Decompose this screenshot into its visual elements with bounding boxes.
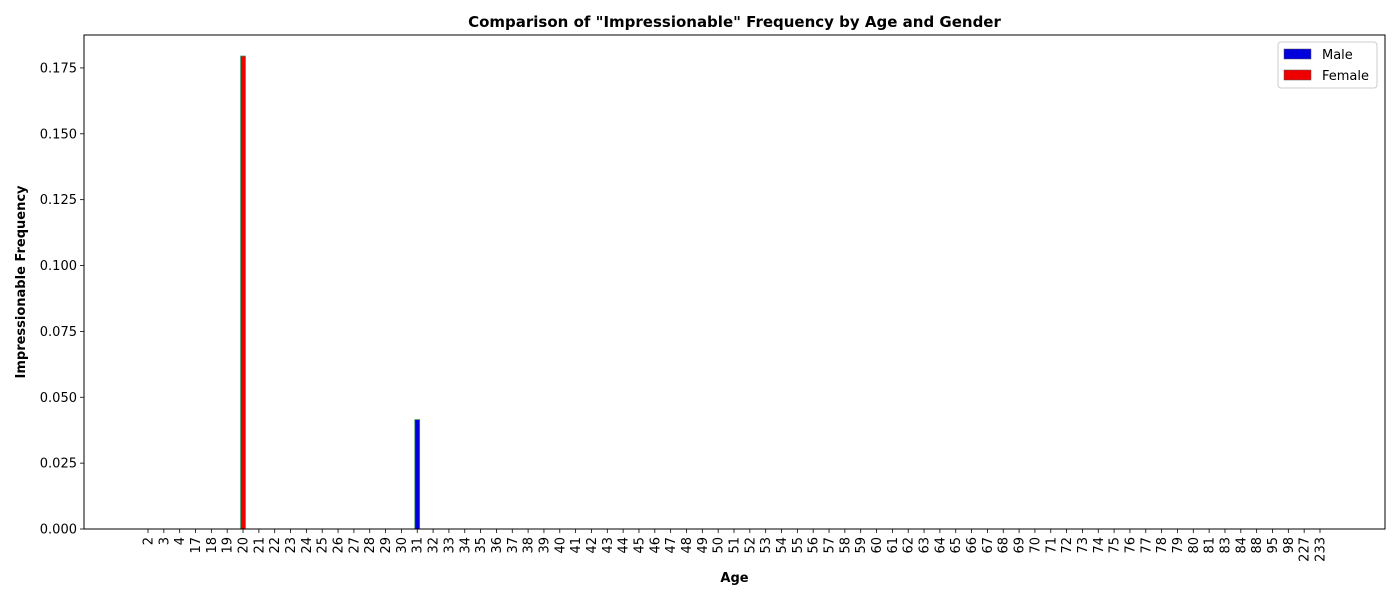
x-tick-label-38: 38 [522,537,537,554]
x-tick-label-25: 25 [316,537,331,554]
x-tick-label-41: 41 [569,537,584,554]
x-tick-label-58: 58 [838,537,853,554]
x-tick-label-2: 2 [142,537,157,545]
x-tick-label-31: 31 [411,537,426,554]
x-tick-label-84: 84 [1234,537,1249,554]
y-tick-label-0.000: 0.000 [40,523,77,538]
x-tick-label-3: 3 [157,537,172,545]
x-tick-label-28: 28 [363,537,378,554]
x-tick-label-70: 70 [1028,537,1043,554]
x-tick-label-26: 26 [332,537,347,554]
x-tick-label-4: 4 [173,537,188,545]
x-tick-label-18: 18 [205,537,220,554]
bar-male-age-31 [414,419,421,530]
x-tick-label-227: 227 [1298,537,1313,562]
bars-group [240,55,421,530]
x-tick-label-65: 65 [949,537,964,554]
legend: Male Female [1277,41,1378,89]
x-tick-label-44: 44 [617,537,632,554]
x-axis-ticks: 2 3 4 17 18 19 20 21 22 23 24 25 26 27 28 29 30 31 32 33 34 3… [142,529,1329,562]
x-tick-label-23: 23 [284,537,299,554]
x-tick-label-45: 45 [632,537,647,554]
legend-swatch-male [1283,48,1312,60]
x-tick-label-46: 46 [648,537,663,554]
x-tick-label-79: 79 [1171,537,1186,554]
x-axis-title: Age [720,571,748,586]
x-tick-label-88: 88 [1250,537,1265,554]
y-tick-label-0.175: 0.175 [40,61,77,76]
x-tick-label-76: 76 [1123,537,1138,554]
x-tick-label-39: 39 [537,537,552,554]
x-tick-label-53: 53 [759,537,774,554]
y-tick-label-0.125: 0.125 [40,193,77,208]
x-tick-label-49: 49 [696,537,711,554]
x-tick-label-47: 47 [664,537,679,554]
chart-title: Comparison of "Impressionable" Frequency… [468,13,1001,31]
x-tick-label-72: 72 [1060,537,1075,554]
x-tick-label-69: 69 [1013,537,1028,554]
x-tick-label-20: 20 [237,537,252,554]
x-tick-label-35: 35 [474,537,489,554]
y-tick-label-0.075: 0.075 [40,325,77,340]
x-tick-label-43: 43 [601,537,616,554]
x-tick-label-22: 22 [268,537,283,554]
x-tick-label-62: 62 [902,537,917,554]
y-tick-label-0.025: 0.025 [40,457,77,472]
x-tick-label-40: 40 [553,537,568,554]
x-tick-label-52: 52 [743,537,758,554]
y-axis-ticks: 0.000 0.025 0.050 0.075 0.100 0.125 0.150 0.175 [40,61,84,538]
y-axis-title: Impressionable Frequency [14,185,29,379]
x-tick-label-95: 95 [1266,537,1281,554]
x-tick-label-68: 68 [997,537,1012,554]
legend-swatch-female [1283,69,1312,81]
x-tick-label-73: 73 [1076,537,1091,554]
x-tick-label-42: 42 [585,537,600,554]
x-tick-label-30: 30 [395,537,410,554]
x-tick-label-36: 36 [490,537,505,554]
x-tick-label-56: 56 [807,537,822,554]
x-tick-label-27: 27 [347,537,362,554]
x-tick-label-80: 80 [1187,537,1202,554]
x-tick-label-77: 77 [1139,537,1154,554]
x-tick-label-59: 59 [854,537,869,554]
x-tick-label-37: 37 [506,537,521,554]
x-tick-label-57: 57 [823,537,838,554]
x-tick-label-66: 66 [965,537,980,554]
x-tick-label-60: 60 [870,537,885,554]
y-tick-label-0.150: 0.150 [40,127,77,142]
x-tick-label-74: 74 [1092,537,1107,554]
x-tick-label-50: 50 [712,537,727,554]
x-tick-label-21: 21 [252,537,267,554]
x-tick-label-67: 67 [981,537,996,554]
x-tick-label-29: 29 [379,537,394,554]
x-tick-label-51: 51 [728,537,743,554]
plot-frame [83,34,1386,530]
x-tick-label-33: 33 [442,537,457,554]
x-tick-label-48: 48 [680,537,695,554]
x-tick-label-98: 98 [1282,537,1297,554]
y-tick-label-0.100: 0.100 [40,259,77,274]
x-tick-label-55: 55 [791,537,806,554]
legend-label-female: Female [1322,69,1369,84]
x-tick-label-64: 64 [933,537,948,554]
y-tick-label-0.050: 0.050 [40,391,77,406]
x-tick-label-63: 63 [918,537,933,554]
x-tick-label-83: 83 [1218,537,1233,554]
legend-label-male: Male [1322,48,1353,63]
x-tick-label-32: 32 [427,537,442,554]
x-tick-label-17: 17 [189,537,204,554]
x-tick-label-19: 19 [221,537,236,554]
x-tick-label-78: 78 [1155,537,1170,554]
x-tick-label-71: 71 [1044,537,1059,554]
x-tick-label-233: 233 [1314,537,1329,562]
x-tick-label-34: 34 [458,537,473,554]
x-tick-label-61: 61 [886,537,901,554]
x-tick-label-75: 75 [1108,537,1123,554]
x-tick-label-54: 54 [775,537,790,554]
x-tick-label-24: 24 [300,537,315,554]
bar-female-age-20 [240,55,246,530]
x-tick-label-81: 81 [1203,537,1218,554]
